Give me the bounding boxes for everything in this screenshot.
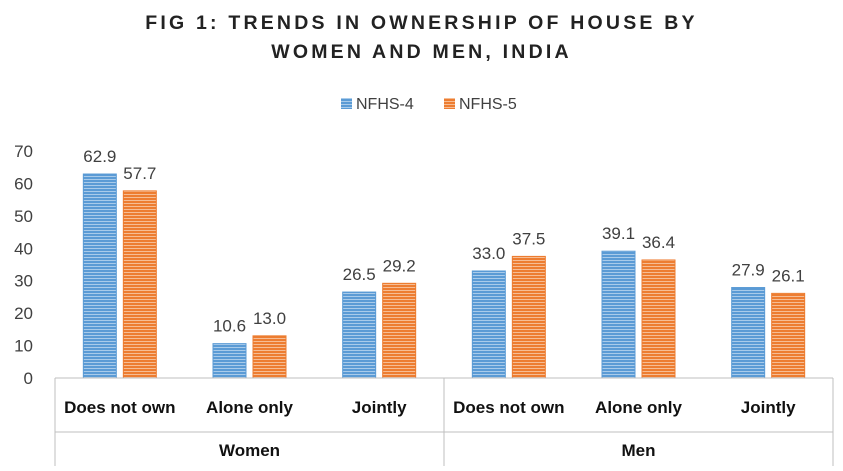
bar-nfhs-4-0 [82,173,117,379]
bar-nfhs-4-1 [212,343,247,379]
bars [82,173,806,379]
chart-title-line-1: FIG 1: TRENDS IN OWNERSHIP OF HOUSE BY [145,12,698,34]
y-tick-label: 30 [14,272,33,291]
category-label-5: Jointly [741,398,796,417]
bar-nfhs-4-4 [601,250,636,379]
bar-nfhs-5-0 [122,190,157,379]
y-axis: 0 10 20 30 40 50 60 70 [14,142,33,388]
data-label-nfhs-5-4: 36.4 [642,233,675,252]
category-label-3: Does not own [453,398,564,417]
data-label-nfhs-4-4: 39.1 [602,224,635,243]
data-label-nfhs-5-1: 13.0 [253,309,286,328]
y-tick-label: 70 [14,142,33,161]
legend-label-nfhs-4: NFHS-4 [356,96,414,113]
bar-nfhs-5-3 [511,255,546,379]
category-label-1: Alone only [206,398,293,417]
legend-swatch-nfhs-4 [341,98,352,109]
chart-title-line-2: WOMEN AND MEN, INDIA [271,41,572,63]
category-label-4: Alone only [595,398,682,417]
data-label-nfhs-4-1: 10.6 [213,317,246,336]
y-tick-label: 60 [14,174,33,193]
y-tick-label: 40 [14,239,33,258]
legend-swatch-nfhs-5 [444,98,455,109]
bar-nfhs-4-3 [471,270,506,379]
data-label-nfhs-5-2: 29.2 [383,256,416,275]
bar-nfhs-4-5 [731,287,766,379]
data-label-nfhs-4-2: 26.5 [343,265,376,284]
data-label-nfhs-4-3: 33.0 [472,244,505,263]
y-tick-label: 0 [24,369,33,388]
y-tick-label: 10 [14,337,33,356]
bar-nfhs-4-2 [342,291,377,379]
data-label-nfhs-5-0: 57.7 [123,164,156,183]
data-label-nfhs-5-3: 37.5 [512,229,545,248]
group-label-men: Men [622,441,656,460]
y-tick-label: 50 [14,207,33,226]
legend: NFHS-4 NFHS-5 [341,96,517,113]
bar-nfhs-5-5 [771,292,806,379]
data-labels: 62.9 57.7 10.6 13.0 26.5 29.2 33.0 37.5 39.1 36.4… [83,147,804,336]
bar-nfhs-5-4 [641,259,676,379]
data-label-nfhs-4-5: 27.9 [732,261,765,280]
category-label-0: Does not own [64,398,175,417]
data-label-nfhs-4-0: 62.9 [83,147,116,166]
y-tick-label: 20 [14,304,33,323]
group-label-women: Women [219,441,280,460]
legend-label-nfhs-5: NFHS-5 [459,96,517,113]
category-label-2: Jointly [352,398,407,417]
bar-nfhs-5-2 [382,282,417,379]
bar-nfhs-5-1 [252,335,287,379]
data-label-nfhs-5-5: 26.1 [772,266,805,285]
x-axis: Does not own Alone only Jointly Does not ow… [54,377,834,466]
